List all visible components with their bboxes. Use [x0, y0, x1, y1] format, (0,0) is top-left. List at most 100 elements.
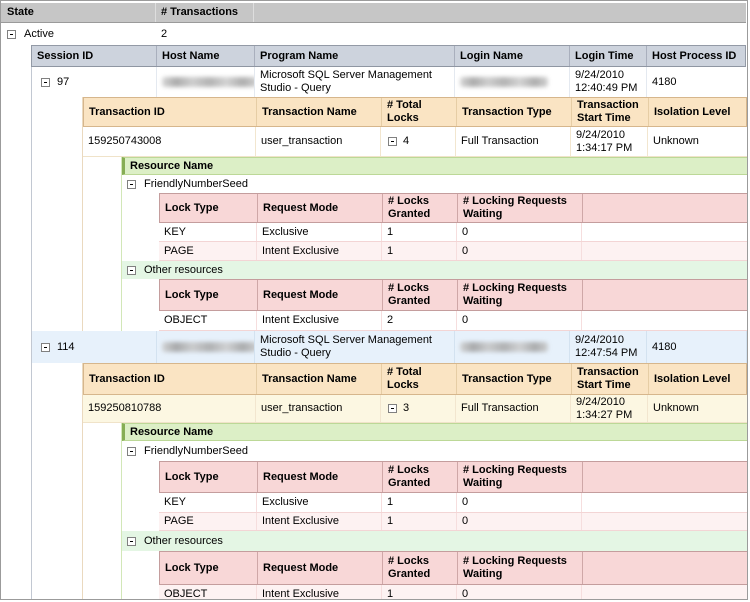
collapse-session-icon[interactable] — [41, 342, 50, 352]
transaction-table-header: Transaction ID Transaction Name # Total … — [83, 363, 747, 395]
num-transactions-column-header: # Transactions — [156, 3, 254, 22]
transaction-name-column-header: Transaction Name — [257, 364, 382, 394]
transaction-start-time-value: 9/24/2010 1:34:27 PM — [571, 395, 648, 422]
session-row: 97 Microsoft SQL Server Management Studi… — [32, 67, 746, 97]
state-column-header: State — [1, 3, 156, 22]
lock-type-value: PAGE — [159, 242, 257, 260]
lock-table-header: Lock Type Request Mode # Locks Granted #… — [159, 193, 747, 223]
header-filler — [583, 280, 747, 310]
resource-row: FriendlyNumberSeed — [122, 175, 747, 193]
collapse-locks-icon[interactable] — [388, 137, 397, 146]
program-name-value: Microsoft SQL Server Management Studio -… — [255, 331, 455, 363]
lock-table-header: Lock Type Request Mode # Locks Granted #… — [159, 461, 747, 493]
lock-table: Lock Type Request Mode # Locks Granted #… — [159, 193, 747, 261]
locks-granted-value: 2 — [382, 311, 457, 330]
resource-section: Resource Name FriendlyNumberSeed Lock Ty… — [121, 157, 747, 331]
num-transactions-value: 2 — [161, 27, 168, 40]
resource-name-value: Other resources — [144, 534, 223, 547]
lock-type-value: OBJECT — [159, 311, 257, 330]
isolation-level-value: Unknown — [653, 402, 699, 414]
transaction-type-column-header: Transaction Type — [457, 98, 572, 126]
locking-requests-waiting-column-header: # Locking Requests Waiting — [458, 280, 583, 310]
locks-granted-value: 1 — [382, 242, 457, 260]
locking-requests-waiting-column-header: # Locking Requests Waiting — [458, 194, 583, 222]
transaction-id-column-header: Transaction ID — [84, 98, 257, 126]
host-name-redacted — [162, 342, 254, 352]
session-id-value: 114 — [57, 340, 75, 353]
lock-type-value: KEY — [159, 493, 257, 512]
resource-name-value: FriendlyNumberSeed — [144, 444, 248, 457]
transaction-id-value: 159250743008 — [83, 127, 256, 156]
lock-table: Lock Type Request Mode # Locks Granted #… — [159, 551, 747, 599]
request-mode-column-header: Request Mode — [258, 194, 383, 222]
collapse-resource-icon[interactable] — [127, 536, 136, 546]
total-locks-value: 3 — [403, 402, 410, 414]
request-mode-column-header: Request Mode — [258, 280, 383, 310]
transaction-table-header: Transaction ID Transaction Name # Total … — [83, 97, 747, 127]
state-table-header: State # Transactions — [1, 3, 746, 23]
locks-granted-column-header: # Locks Granted — [383, 194, 458, 222]
lock-table: Lock Type Request Mode # Locks Granted #… — [159, 279, 747, 331]
resource-row: FriendlyNumberSeed — [122, 441, 747, 461]
locks-granted-column-header: # Locks Granted — [383, 280, 458, 310]
host-name-redacted — [162, 77, 254, 87]
lock-type-column-header: Lock Type — [160, 462, 258, 492]
host-process-id-value: 4180 — [647, 331, 747, 363]
header-filler — [583, 552, 747, 584]
transaction-name-value: user_transaction — [256, 395, 381, 422]
host-name-column-header: Host Name — [157, 46, 255, 66]
isolation-level-column-header: Isolation Level — [654, 372, 731, 385]
collapse-state-icon[interactable] — [7, 29, 16, 39]
lock-type-value: OBJECT — [159, 585, 257, 599]
transaction-id-value: 159250810788 — [83, 395, 256, 422]
collapse-resource-icon[interactable] — [127, 179, 136, 189]
transaction-row: 159250810788 user_transaction 3 Full Tra… — [83, 395, 747, 423]
collapse-session-icon[interactable] — [41, 77, 50, 87]
locks-granted-column-header: # Locks Granted — [383, 462, 458, 492]
login-time-value: 9/24/2010 12:47:54 PM — [570, 331, 647, 363]
lock-type-column-header: Lock Type — [160, 194, 258, 222]
state-value: Active — [24, 27, 54, 40]
login-name-redacted — [460, 77, 548, 87]
locking-requests-waiting-value: 0 — [457, 493, 582, 512]
locks-granted-value: 1 — [382, 493, 457, 512]
locking-requests-waiting-column-header: # Locking Requests Waiting — [458, 552, 583, 584]
transaction-type-value: Full Transaction — [456, 127, 571, 156]
transaction-name-column-header: Transaction Name — [257, 98, 382, 126]
locks-granted-column-header: # Locks Granted — [383, 552, 458, 584]
login-name-redacted — [460, 342, 548, 352]
session-id-column-header: Session ID — [32, 46, 157, 66]
collapse-resource-icon[interactable] — [127, 446, 136, 456]
login-time-column-header: Login Time — [570, 46, 647, 66]
locking-requests-waiting-value: 0 — [457, 311, 582, 330]
lock-row: PAGE Intent Exclusive 1 0 — [159, 513, 747, 531]
collapse-locks-icon[interactable] — [388, 404, 397, 413]
isolation-level-column-header: Isolation Level — [654, 105, 731, 118]
program-name-value: Microsoft SQL Server Management Studio -… — [255, 67, 455, 97]
session-table: Session ID Host Name Program Name Login … — [31, 45, 747, 599]
header-filler — [254, 3, 746, 22]
login-name-column-header: Login Name — [455, 46, 570, 66]
locking-requests-waiting-column-header: # Locking Requests Waiting — [458, 462, 583, 492]
locking-requests-waiting-value: 0 — [457, 223, 582, 241]
login-time-value: 9/24/2010 12:40:49 PM — [570, 67, 647, 97]
session-row: 114 Microsoft SQL Server Management Stud… — [32, 331, 747, 363]
locking-requests-waiting-value: 0 — [457, 242, 582, 260]
lock-row: OBJECT Intent Exclusive 1 0 — [159, 585, 747, 599]
request-mode-value: Intent Exclusive — [257, 311, 382, 330]
transaction-section: Transaction ID Transaction Name # Total … — [82, 97, 747, 331]
resource-section: Resource Name FriendlyNumberSeed Lock Ty… — [121, 423, 747, 599]
lock-type-column-header: Lock Type — [160, 280, 258, 310]
session-table-body: 97 Microsoft SQL Server Management Studi… — [31, 67, 747, 599]
collapse-resource-icon[interactable] — [127, 265, 136, 275]
total-locks-column-header: # Total Locks — [382, 98, 457, 126]
request-mode-column-header: Request Mode — [258, 552, 383, 584]
transaction-section: Transaction ID Transaction Name # Total … — [82, 363, 747, 599]
transaction-type-value: Full Transaction — [456, 395, 571, 422]
lock-type-column-header: Lock Type — [160, 552, 258, 584]
lock-row: PAGE Intent Exclusive 1 0 — [159, 242, 747, 261]
isolation-level-value: Unknown — [653, 135, 699, 147]
host-process-id-value: 4180 — [652, 75, 677, 88]
lock-table-header: Lock Type Request Mode # Locks Granted #… — [159, 279, 747, 311]
resource-name-value: Other resources — [144, 263, 223, 276]
